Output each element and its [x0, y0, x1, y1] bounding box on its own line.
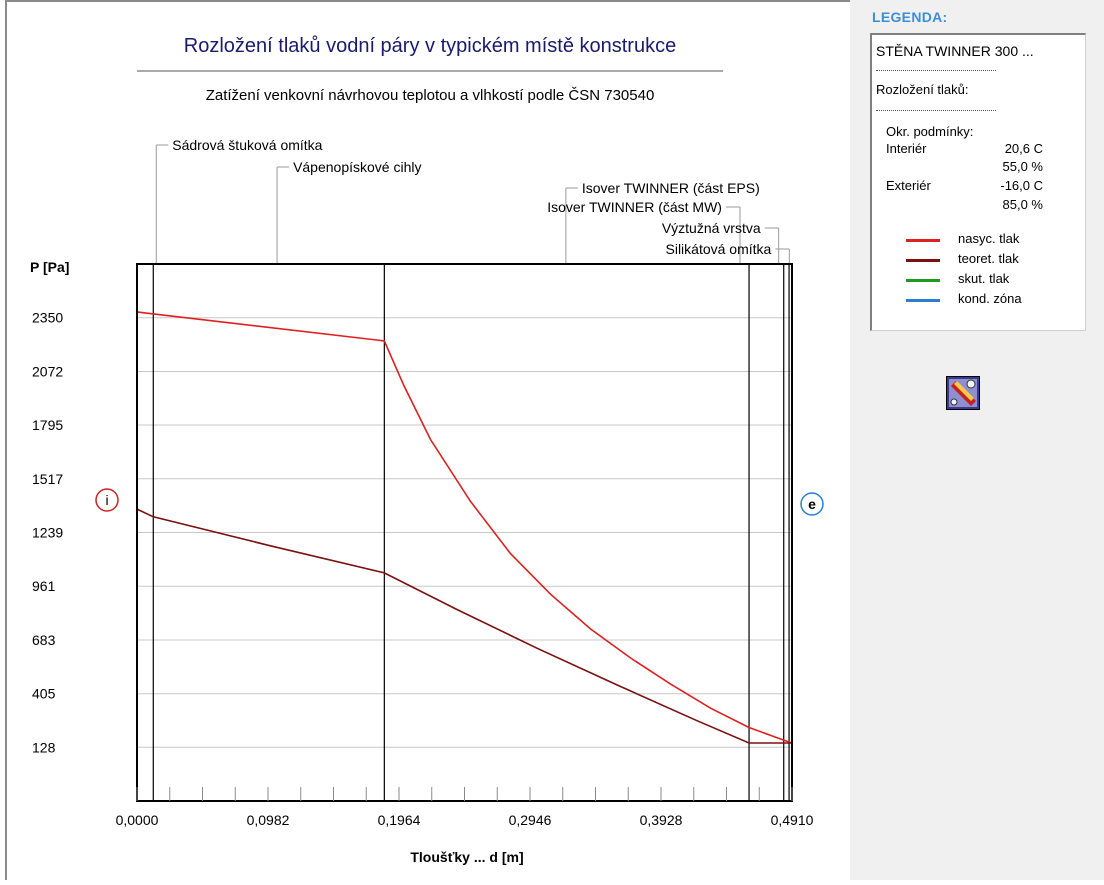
y-tick-label: 128 [32, 739, 56, 755]
legend-item-actual: skut. tlak [958, 271, 1010, 286]
legend-box: STĚNA TWINNER 300 ... Rozložení tlaků: O… [870, 33, 1086, 331]
legend-interior-label: Interiér [886, 141, 927, 156]
window-border-top [5, 0, 850, 2]
legend-construction-name: STĚNA TWINNER 300 ... [876, 43, 1034, 59]
plot-area: Rozložení tlaků vodní páry v typickém mí… [30, 35, 824, 865]
x-axis-label: Tloušťky ... d [m] [410, 849, 523, 865]
grid-lines [137, 317, 792, 748]
layer-label: Vápenopískové cihly [293, 159, 421, 175]
series-line-1 [136, 508, 792, 744]
pressure-chart: Rozložení tlaků vodní páry v typickém mí… [30, 35, 824, 865]
exterior-marker: e [800, 492, 824, 516]
chart-subtitle: Zatížení venkovní návrhovou teplotou a v… [206, 87, 655, 104]
legend-swatch-saturated [906, 239, 940, 242]
y-tick-label: 961 [32, 578, 56, 594]
window-border [5, 0, 7, 880]
y-tick-label: 1239 [32, 525, 63, 541]
layer-label: Silikátová omítka [666, 241, 772, 257]
legend-divider [876, 70, 996, 71]
layer-label: Výztužná vrstva [662, 220, 761, 236]
interior-marker: i [95, 488, 119, 512]
x-axis: 0,0000 0,0982 0,1964 0,2946 0,3928 0,4910 [116, 787, 814, 828]
legend-item-theoretical: teoret. tlak [958, 251, 1019, 266]
series-line-0 [136, 311, 793, 744]
y-axis: 128 405 683 961 1239 1517 1795 2072 2350 [32, 310, 63, 756]
series-lines [136, 311, 793, 744]
y-axis-label: P [Pa] [30, 259, 69, 275]
chart-settings-icon[interactable] [946, 376, 980, 410]
x-tick-label: 0,3928 [640, 812, 683, 828]
layer-labels: Sádrová štuková omítka Vápenopískové cihl… [155, 137, 790, 264]
x-tick-label: 0,1964 [378, 812, 421, 828]
legend-section-label: Rozložení tlaků: [876, 82, 969, 97]
legend-interior-rh: 55,0 % [1002, 159, 1043, 174]
layer-label: Isover TWINNER (část EPS) [582, 180, 760, 196]
legend-swatch-condensation [906, 299, 940, 302]
x-tick-label: 0,0982 [247, 812, 290, 828]
y-tick-label: 1517 [32, 471, 63, 487]
legend-swatch-theoretical [906, 259, 940, 262]
y-tick-label: 405 [32, 686, 56, 702]
y-tick-label: 2350 [32, 310, 63, 326]
svg-text:e: e [808, 496, 816, 512]
legend-exterior-rh: 85,0 % [1002, 197, 1043, 212]
x-tick-label: 0,0000 [116, 812, 159, 828]
y-tick-label: 683 [32, 632, 56, 648]
legend-item-saturated: nasyc. tlak [958, 231, 1020, 246]
legend-exterior-temp: -16,0 C [1000, 178, 1043, 193]
legend-conditions-label: Okr. podmínky: [886, 124, 974, 139]
legend-divider [876, 110, 996, 111]
y-tick-label: 2072 [32, 363, 63, 379]
x-tick-label: 0,2946 [509, 812, 552, 828]
layer-label: Isover TWINNER (část MW) [547, 199, 722, 215]
x-tick-label: 0,4910 [771, 812, 814, 828]
legend-exterior-label: Exteriér [886, 178, 931, 193]
legend-heading: LEGENDA: [872, 9, 948, 25]
legend-item-condensation: kond. zóna [958, 291, 1022, 306]
chart-title: Rozložení tlaků vodní páry v typickém mí… [184, 35, 676, 57]
legend-swatch-actual [906, 279, 940, 282]
layer-label: Sádrová štuková omítka [172, 137, 322, 153]
legend-interior-temp: 20,6 C [1004, 141, 1043, 156]
svg-text:i: i [105, 492, 108, 508]
layer-boundaries [152, 264, 790, 801]
y-tick-label: 1795 [32, 417, 63, 433]
